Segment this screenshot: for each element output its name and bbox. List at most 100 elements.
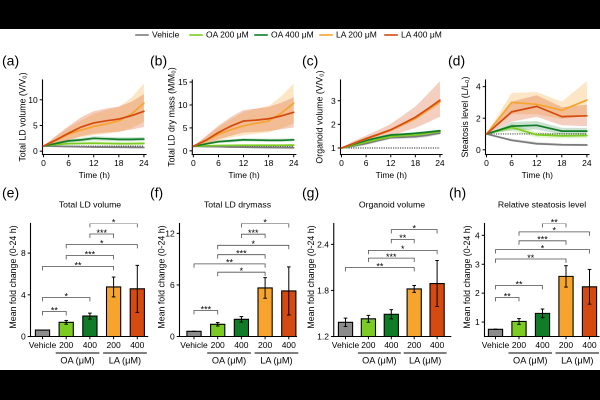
svg-text:Organoid volume: Organoid volume: [359, 200, 425, 210]
svg-text:12: 12: [165, 228, 175, 238]
svg-text:1: 1: [331, 143, 336, 153]
svg-text:3: 3: [475, 259, 480, 269]
svg-text:8: 8: [21, 248, 26, 258]
svg-text:*: *: [541, 243, 545, 253]
svg-text:(f): (f): [150, 185, 163, 201]
svg-text:6: 6: [216, 158, 221, 168]
svg-text:*: *: [401, 244, 405, 254]
svg-text:Time (h): Time (h): [376, 170, 407, 180]
svg-text:*: *: [251, 239, 255, 249]
svg-text:18: 18: [264, 158, 274, 168]
svg-text:(e): (e): [2, 185, 19, 201]
svg-text:OA (μM): OA (μM): [60, 355, 94, 365]
svg-text:(h): (h): [449, 185, 466, 201]
svg-text:10: 10: [178, 100, 188, 110]
svg-text:**: **: [75, 260, 83, 270]
svg-text:**: **: [527, 253, 535, 263]
svg-text:**: **: [515, 279, 523, 289]
svg-text:400: 400: [430, 340, 444, 350]
svg-text:***: ***: [85, 249, 96, 259]
svg-text:0: 0: [191, 158, 196, 168]
svg-text:Organoid volume (V/V₀): Organoid volume (V/V₀): [314, 70, 324, 163]
svg-text:***: ***: [201, 304, 212, 314]
svg-text:6: 6: [170, 280, 175, 290]
svg-text:**: **: [376, 261, 384, 271]
svg-text:12: 12: [239, 158, 249, 168]
svg-text:**: **: [399, 233, 407, 243]
svg-text:0: 0: [170, 332, 175, 342]
svg-text:0: 0: [41, 158, 46, 168]
svg-text:*: *: [552, 226, 556, 236]
svg-text:*: *: [240, 266, 244, 276]
svg-text:0: 0: [476, 145, 481, 155]
svg-text:Total LD drymass: Total LD drymass: [204, 200, 272, 210]
svg-text:Mean fold change (0-24 h): Mean fold change (0-24 h): [462, 225, 472, 328]
svg-text:400: 400: [234, 340, 248, 350]
svg-text:5: 5: [33, 121, 38, 131]
svg-text:5: 5: [183, 123, 188, 133]
svg-text:200: 200: [512, 340, 526, 350]
svg-text:LA (μM): LA (μM): [109, 355, 141, 365]
svg-text:0: 0: [33, 146, 38, 156]
svg-text:OA (μM): OA (μM): [212, 355, 246, 365]
svg-text:4: 4: [21, 290, 26, 300]
svg-text:1.2: 1.2: [317, 332, 329, 342]
svg-text:**: **: [51, 305, 59, 315]
svg-text:24: 24: [139, 158, 149, 168]
svg-text:200: 200: [107, 340, 121, 350]
svg-text:Time (h): Time (h): [522, 170, 553, 180]
svg-text:(a): (a): [2, 53, 19, 69]
svg-text:6: 6: [364, 158, 369, 168]
svg-text:12: 12: [386, 158, 396, 168]
svg-text:Vehicle: Vehicle: [152, 30, 180, 40]
svg-text:400: 400: [384, 340, 398, 350]
svg-text:0: 0: [21, 332, 26, 342]
svg-text:LA (μM): LA (μM): [561, 355, 593, 365]
svg-text:400: 400: [282, 340, 296, 350]
svg-text:200: 200: [59, 340, 73, 350]
svg-text:(c): (c): [302, 53, 318, 69]
svg-text:400: 400: [130, 340, 144, 350]
svg-text:Mean fold change (0-24 h): Mean fold change (0-24 h): [8, 225, 18, 328]
svg-text:OA 200 μM: OA 200 μM: [206, 30, 249, 40]
svg-text:0: 0: [484, 158, 489, 168]
svg-text:LA (μM): LA (μM): [260, 355, 292, 365]
svg-text:*: *: [112, 217, 116, 227]
svg-text:Total LD volume (V/V₀): Total LD volume (V/V₀): [17, 72, 27, 161]
svg-text:Vehicle: Vehicle: [29, 340, 57, 350]
svg-text:**: **: [504, 291, 512, 301]
svg-text:6: 6: [66, 158, 71, 168]
svg-text:10: 10: [28, 95, 38, 105]
svg-text:LA (μM): LA (μM): [409, 355, 441, 365]
svg-text:1: 1: [475, 317, 480, 327]
svg-text:Mean fold change (0-24 h): Mean fold change (0-24 h): [156, 225, 166, 328]
svg-text:Time (h): Time (h): [228, 170, 259, 180]
svg-text:24: 24: [582, 158, 592, 168]
svg-text:4: 4: [476, 82, 481, 92]
svg-text:1.8: 1.8: [317, 286, 329, 296]
svg-text:(b): (b): [150, 53, 167, 69]
svg-text:Relative steatosis level: Relative steatosis level: [498, 200, 586, 210]
svg-text:*: *: [263, 217, 267, 227]
svg-text:18: 18: [411, 158, 421, 168]
svg-text:***: ***: [386, 252, 397, 262]
svg-text:200: 200: [361, 340, 375, 350]
svg-text:Vehicle: Vehicle: [482, 340, 510, 350]
svg-text:*: *: [412, 223, 416, 233]
svg-text:OA (μM): OA (μM): [362, 355, 396, 365]
svg-text:**: **: [226, 258, 234, 268]
svg-text:400: 400: [582, 340, 596, 350]
svg-text:400: 400: [83, 340, 97, 350]
svg-text:4: 4: [475, 230, 480, 240]
svg-text:(g): (g): [302, 185, 319, 201]
svg-text:***: ***: [96, 228, 107, 238]
svg-text:12: 12: [532, 158, 542, 168]
svg-text:Vehicle: Vehicle: [332, 340, 360, 350]
svg-text:0: 0: [339, 158, 344, 168]
svg-text:6: 6: [509, 158, 514, 168]
svg-text:200: 200: [559, 340, 573, 350]
svg-text:**: **: [551, 217, 559, 227]
svg-text:2: 2: [475, 288, 480, 298]
svg-text:400: 400: [535, 340, 549, 350]
svg-text:***: ***: [248, 228, 259, 238]
